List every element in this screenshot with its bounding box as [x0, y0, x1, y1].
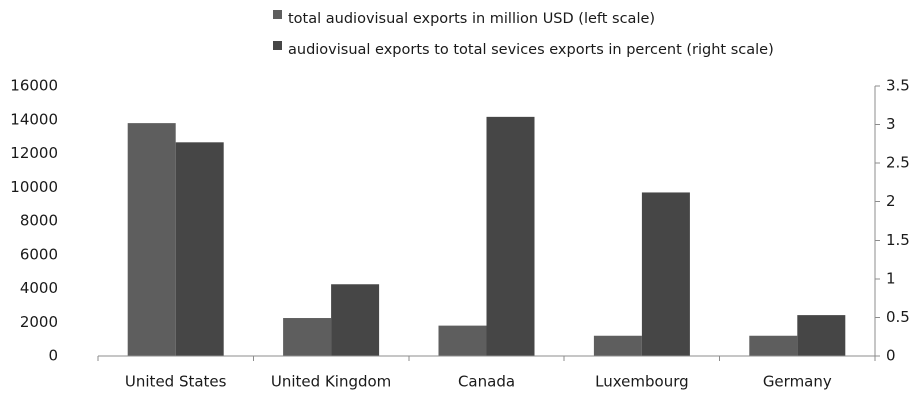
bar-total-exports	[593, 335, 642, 356]
left-tick-label: 4000	[20, 279, 58, 297]
bars	[127, 116, 846, 356]
bar-total-exports	[749, 335, 798, 356]
x-axis: United States United Kingdom Canada Luxembo…	[97, 355, 876, 391]
left-tick-label: 8000	[20, 212, 58, 230]
right-tick-label: 1.5	[886, 231, 910, 249]
legend-swatch-2	[273, 41, 282, 50]
left-tick-label: 16000	[10, 77, 58, 95]
category-label: United States	[125, 373, 227, 391]
legend: total audiovisual exports in million USD…	[273, 10, 774, 58]
bar-total-exports	[127, 123, 176, 356]
left-tick-label: 10000	[10, 178, 58, 196]
bar-percent-of-services	[797, 315, 846, 356]
left-tick-label: 14000	[10, 110, 58, 128]
bar-percent-of-services	[641, 192, 690, 356]
right-tick-label: 3.5	[886, 77, 910, 95]
right-tick-label: 0	[886, 347, 896, 365]
left-tick-label: 12000	[10, 144, 58, 162]
legend-label-1: total audiovisual exports in million USD…	[288, 11, 655, 27]
right-tick-label: 0.5	[886, 308, 910, 326]
left-tick-label: 2000	[20, 313, 58, 331]
right-tick-label: 2.5	[886, 154, 910, 172]
left-axis: 0 2000 4000 6000 8000 10000 12000 14000 16000	[10, 77, 58, 365]
bar-percent-of-services	[486, 116, 535, 356]
bar-percent-of-services	[331, 284, 380, 356]
bar-percent-of-services	[175, 142, 224, 356]
category-label: United Kingdom	[271, 373, 391, 391]
left-tick-label: 6000	[20, 245, 58, 263]
left-tick-label: 0	[48, 347, 58, 365]
bar-total-exports	[438, 325, 487, 356]
legend-label-2: audiovisual exports to total sevices exp…	[288, 42, 774, 58]
right-tick-label: 1	[886, 269, 896, 287]
category-label: Germany	[763, 373, 832, 391]
category-label: Luxembourg	[595, 373, 689, 391]
right-axis: 0 0.5 1 1.5 2 2.5 3 3.5	[874, 77, 910, 365]
legend-swatch-1	[273, 10, 282, 19]
right-tick-label: 3	[886, 115, 896, 133]
bar-total-exports	[283, 318, 332, 356]
category-label: Canada	[458, 373, 515, 391]
right-tick-label: 2	[886, 192, 896, 210]
